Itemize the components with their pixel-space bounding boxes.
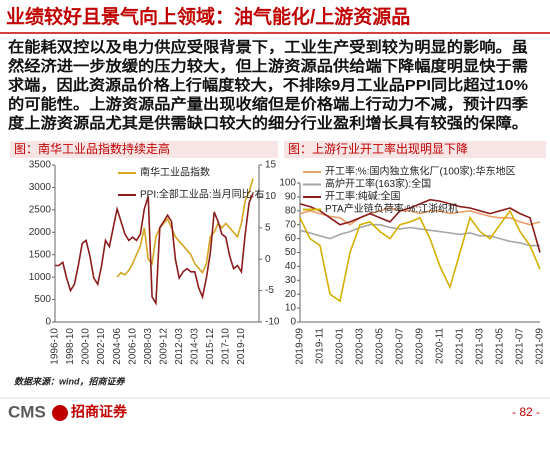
x-tick-label: 2019-09 [295,328,306,365]
series-line [299,209,541,303]
x-tick-label: 2021-09 [535,328,546,365]
y-tick-label: 2500 [29,204,52,215]
x-tick-label: 2015-12 [205,328,216,365]
y2-tick-label: 10 [265,191,277,202]
source-note: 数据来源：wind，招商证券 [14,376,125,386]
slide-title: 业绩较好且景气向上领域：油气能化/上游资源品 [6,5,410,28]
chart-title: 图：上游行业开工率出现明显下降 [288,141,468,156]
chart-title-bg [284,141,546,158]
x-tick-label: 2021-01 [455,328,466,365]
body-line: 然经济进一步放缓的压力较大，但上游资源品供给端下降幅度明显快于需 [8,57,528,75]
x-tick-label: 2000-10 [81,328,92,365]
y-tick-label: 2000 [29,227,52,238]
legend-label: 南华工业品指数 [140,166,210,179]
x-tick-label: 2004-06 [112,328,123,365]
y-tick-label: 20 [285,289,297,300]
y-tick-label: 90 [285,192,297,203]
y-tick-label: 70 [285,219,297,230]
x-tick-label: 2009-12 [158,328,169,365]
body-line: 在能耗双控以及电力供应受限背景下，工业生产受到较为明显的影响。虽 [8,38,528,56]
chart-title-bg [10,141,278,158]
x-tick-label: 2020-01 [335,328,346,365]
series-line [299,198,541,253]
y-tick-label: 80 [285,205,297,216]
x-tick-label: 2021-03 [475,328,486,365]
x-tick-label: 2017-10 [220,328,231,365]
y2-tick-label: -5 [265,285,274,296]
legend-label: 开工率:%:国内独立焦化厂(100家):华东地区 [325,165,516,178]
y-tick-label: 10 [285,303,297,314]
series-line [55,192,254,306]
x-tick-label: 2021-07 [515,328,526,365]
x-tick-label: 2002-10 [96,328,107,365]
legend-label: 开工率:纯碱:全国 [325,190,401,203]
legend-label: PTA产业链负荷率:%:江浙织机 [325,202,458,215]
x-tick-label: 2020-11 [435,328,446,364]
x-tick-label: 2006-10 [127,328,138,365]
y-tick-label: 3500 [29,160,52,171]
y-tick-label: 30 [285,275,297,286]
x-tick-label: 2019-11 [315,328,326,364]
x-tick-label: 2012-03 [174,328,185,365]
x-tick-label: 2019-10 [236,328,247,365]
legend-label: 高炉开工率(163家):全国 [325,177,431,190]
chart-title: 图：南华工业品指数持续走高 [14,141,170,156]
y-tick-label: 60 [285,233,297,244]
company-name: 招商证券 [71,404,128,420]
y-tick-label: 3000 [29,182,52,193]
series-line [299,207,541,226]
x-tick-label: 2020-09 [415,328,426,365]
y-tick-label: 0 [290,317,296,328]
page-number: - 82 - [512,405,540,419]
legend-label: PPI:全部工业品:当月同比:右 [140,188,264,201]
series-line [116,178,254,278]
x-tick-label: 2020-07 [395,328,406,365]
y-tick-label: 1000 [29,272,52,283]
body-line: 度上游资源品尤其是供需缺口较大的细分行业盈利增长具有较强的保障。 [8,114,528,132]
body-line: 的可能性。上游资源品产量出现收缩但是价格端上行动力不减，预计四季 [8,95,528,113]
y-tick-label: 40 [285,261,297,272]
y2-tick-label: 5 [265,222,271,233]
y2-tick-label: 0 [265,254,271,265]
x-tick-label: 1996-10 [50,328,61,365]
body-line: 求端，因此资源品价格上行幅度较大，不排除9月工业品PPI同比超过10% [8,76,528,94]
logo-mark [52,405,68,421]
y2-tick-label: -10 [265,317,280,328]
x-tick-label: 1998-10 [65,328,76,365]
x-tick-label: 2008-03 [143,328,154,365]
x-tick-label: 2021-05 [495,328,506,365]
x-tick-label: 2014-03 [189,328,200,365]
series-line [299,223,540,247]
x-tick-label: 2020-05 [375,328,386,365]
x-tick-label: 2020-03 [355,328,366,365]
y-tick-label: 500 [34,294,51,305]
y-tick-label: 1500 [29,249,52,260]
y-tick-label: 100 [279,178,296,189]
logo-text: CMS [8,402,46,421]
y-tick-label: 0 [45,317,51,328]
y-tick-label: 50 [285,247,297,258]
y2-tick-label: 15 [265,160,277,171]
